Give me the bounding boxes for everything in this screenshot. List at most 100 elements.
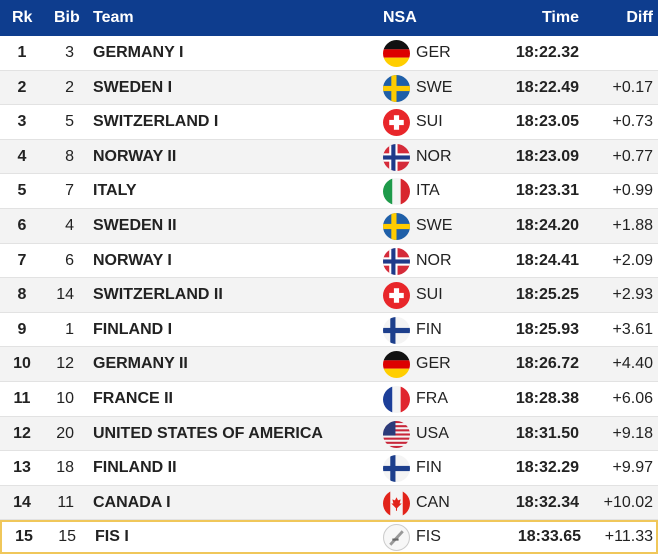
time: 18:23.05 (515, 113, 579, 131)
diff: +0.73 (612, 113, 653, 131)
team: SWEDEN II (93, 217, 177, 234)
time: 18:32.34 (515, 493, 579, 511)
time: 18:26.72 (515, 355, 579, 373)
flag (383, 421, 410, 448)
nsa: FRA (416, 390, 448, 407)
header-cell: Rk (12, 9, 33, 26)
result-row: 10 12 GERMANY II GER 18:26.72 +4.40 (0, 347, 658, 382)
team: CANADA I (93, 493, 171, 511)
nsa: CAN (416, 493, 450, 511)
nsa: FIN (416, 320, 442, 338)
time: 18:25.93 (515, 320, 579, 338)
team: UNITED STATES OF AMERICA (93, 424, 323, 442)
rank: 6 (17, 217, 27, 234)
nsa: FIN (416, 459, 442, 477)
diff: +3.61 (612, 320, 653, 338)
bib: 1 (65, 320, 74, 338)
result-row: 3 5 SWITZERLAND I SUI 18:23.05 +0.73 (0, 105, 658, 140)
team: GERMANY II (93, 355, 188, 373)
flag (383, 144, 410, 171)
rank: 10 (13, 355, 31, 373)
time: 18:33.65 (517, 528, 581, 546)
bib: 4 (65, 217, 74, 234)
flag (383, 40, 410, 67)
bib: 12 (56, 355, 74, 373)
result-row: 6 4 SWEDEN II SWE 18:24.20 +1.88 (0, 209, 658, 244)
bib: 11 (57, 493, 74, 511)
bib: 2 (65, 78, 74, 96)
diff: +9.97 (612, 459, 653, 477)
diff: +6.06 (612, 390, 653, 407)
header-cell: Time (541, 9, 579, 26)
rank: 15 (15, 528, 33, 546)
time: 18:23.31 (515, 182, 579, 200)
result-row: 13 18 FINLAND II FIN 18:32.29 +9.97 (0, 451, 658, 486)
flag (383, 178, 410, 205)
team: SWITZERLAND I (93, 113, 219, 131)
result-row: 14 11 CANADA I CAN 18:32.34 +10.02 (0, 485, 658, 521)
flag (383, 351, 410, 378)
rank: 13 (13, 459, 31, 477)
result-row: 7 6 NORWAY I NOR 18:24.41 +2.09 (0, 244, 658, 279)
result-row: 2 2 SWEDEN I SWE 18:22.49 +0.17 (0, 70, 658, 106)
bib: 6 (65, 251, 74, 269)
rank: 9 (17, 320, 27, 338)
team: SWEDEN I (93, 78, 173, 96)
time: 18:24.41 (515, 251, 579, 269)
flag (383, 75, 410, 102)
result-row: 12 20 UNITED STATES OF AMERICA USA 18:31.50 +… (0, 416, 658, 452)
team: FINLAND I (93, 320, 173, 338)
rank: 14 (13, 493, 31, 511)
team: FINLAND II (93, 459, 177, 477)
flag (383, 109, 410, 136)
bib: 20 (56, 424, 74, 442)
team: ITALY (93, 182, 137, 200)
rank: 8 (17, 286, 27, 304)
result-row: 1 3 GERMANY I GER 18:22.32 (0, 36, 658, 71)
flag (383, 386, 410, 413)
team: NORWAY I (93, 251, 172, 269)
nsa: ITA (416, 182, 440, 200)
diff: +10.02 (603, 493, 653, 511)
flag (383, 490, 410, 517)
flag (383, 213, 410, 240)
rank: 7 (17, 251, 27, 269)
time: 18:25.25 (515, 286, 579, 304)
diff: +0.99 (612, 182, 653, 200)
time: 18:31.50 (515, 424, 579, 442)
header-cell: Diff (626, 9, 653, 26)
result-row: 11 10 FRANCE II FRA 18:28.38 +6.06 (0, 382, 658, 417)
flag (383, 317, 410, 344)
nsa: SUI (416, 113, 443, 131)
bib: 3 (65, 44, 74, 61)
nsa: SWE (416, 217, 453, 234)
bib: 7 (65, 182, 74, 200)
nsa: FIS (416, 528, 441, 546)
flag (383, 282, 410, 309)
header-cell: NSA (383, 9, 417, 26)
header-cell: Bib (54, 9, 80, 26)
time: 18:22.32 (515, 44, 579, 61)
time: 18:24.20 (515, 217, 579, 234)
bib: 18 (56, 459, 74, 477)
result-row: 8 14 SWITZERLAND II SUI 18:25.25 +2.93 (0, 278, 658, 313)
time: 18:23.09 (515, 147, 579, 165)
team: FRANCE II (93, 390, 173, 407)
bib: 5 (65, 113, 74, 131)
diff: +2.09 (612, 251, 653, 269)
nsa: GER (416, 355, 451, 373)
header-cell: Team (93, 9, 134, 26)
rank: 4 (17, 147, 27, 165)
diff: +9.18 (612, 424, 653, 442)
result-row: 9 1 FINLAND I FIN 18:25.93 +3.61 (0, 313, 658, 348)
bib: 10 (56, 390, 74, 407)
nsa: USA (416, 424, 449, 442)
team: GERMANY I (93, 44, 184, 61)
time: 18:28.38 (515, 390, 579, 407)
team: FIS I (95, 528, 129, 546)
diff: +0.17 (612, 78, 653, 96)
diff: +11.33 (604, 528, 653, 546)
bib: 8 (65, 147, 74, 165)
team: NORWAY II (93, 147, 177, 165)
